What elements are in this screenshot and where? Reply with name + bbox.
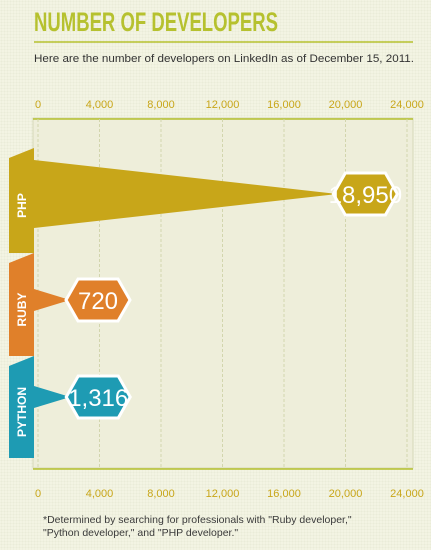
tick-label-top: 4,000 bbox=[86, 99, 114, 111]
value-label: 1,316 bbox=[68, 385, 128, 412]
tick-label-bottom: 12,000 bbox=[206, 488, 240, 500]
tick-label-bottom: 24,000 bbox=[390, 488, 424, 500]
tick-label-bottom: 0 bbox=[35, 488, 41, 500]
bar bbox=[34, 160, 338, 228]
tick-label-top: 20,000 bbox=[329, 99, 363, 111]
tick-label-top: 8,000 bbox=[147, 99, 175, 111]
category-label: PYTHON bbox=[15, 387, 29, 437]
tick-label-top: 16,000 bbox=[267, 99, 301, 111]
value-label: 720 bbox=[78, 288, 118, 315]
tick-label-top: 12,000 bbox=[206, 99, 240, 111]
value-badge bbox=[64, 374, 132, 420]
tick-label-bottom: 16,000 bbox=[267, 488, 301, 500]
category-label: RUBY bbox=[15, 292, 29, 326]
bar bbox=[34, 289, 70, 311]
bar bbox=[34, 386, 71, 408]
tick-label-top: 24,000 bbox=[390, 99, 424, 111]
chart-title: NUMBER OF DEVELOPERS bbox=[34, 7, 278, 37]
chart-subtitle: Here are the number of developers on Lin… bbox=[34, 53, 414, 65]
footnote-line: *Determined by searching for professiona… bbox=[43, 514, 352, 526]
value-badge bbox=[331, 171, 400, 217]
tick-label-bottom: 4,000 bbox=[86, 488, 114, 500]
tick-label-bottom: 8,000 bbox=[147, 488, 175, 500]
tick-label-top: 0 bbox=[35, 99, 41, 111]
footnote-line: "Python developer," and "PHP developer." bbox=[43, 527, 239, 539]
category-label: PHP bbox=[15, 193, 29, 218]
category-tab bbox=[9, 356, 34, 458]
value-label: 18,950 bbox=[329, 182, 402, 209]
value-badge bbox=[64, 277, 132, 323]
footnote: *Determined by searching for professiona… bbox=[43, 514, 413, 540]
tick-label-bottom: 20,000 bbox=[329, 488, 363, 500]
category-tab bbox=[9, 148, 34, 253]
category-tab bbox=[9, 253, 34, 356]
